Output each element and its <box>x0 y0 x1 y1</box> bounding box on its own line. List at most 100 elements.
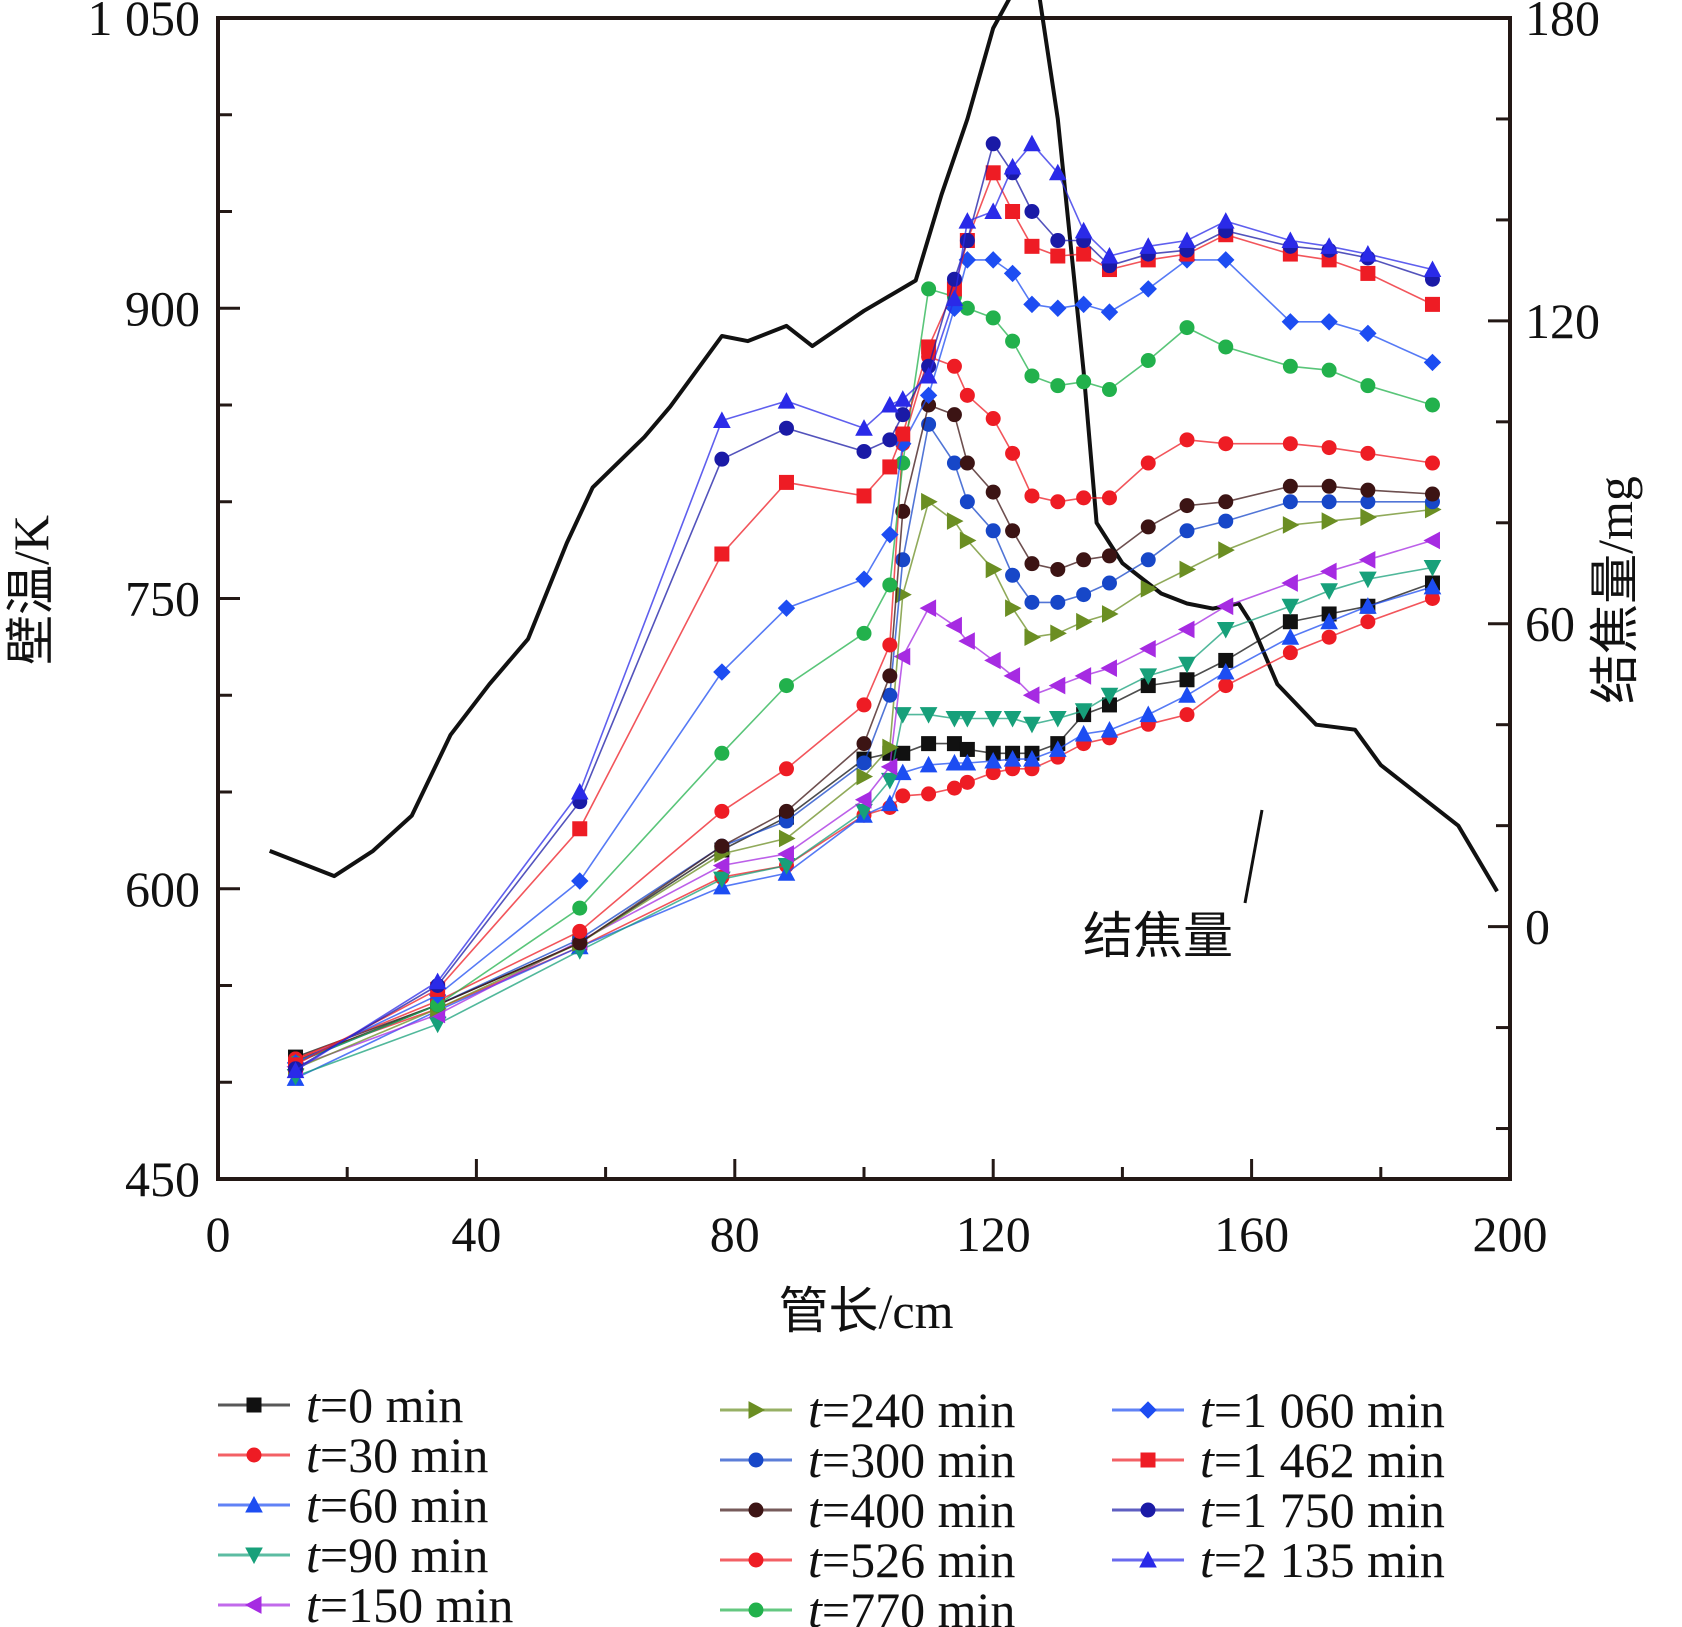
data-point <box>1179 523 1195 539</box>
data-point <box>893 763 912 781</box>
data-point <box>1140 352 1156 368</box>
data-point <box>1218 494 1234 510</box>
y-tick-label: 600 <box>125 861 200 917</box>
coking-annotation: 结焦量 <box>1083 908 1233 964</box>
data-point <box>1423 353 1442 372</box>
data-point <box>1048 710 1067 728</box>
data-point <box>571 872 589 890</box>
data-point <box>1074 703 1093 720</box>
data-point <box>1282 478 1298 494</box>
data-point <box>882 668 898 684</box>
legend-item: t=60 min <box>218 1477 488 1533</box>
data-point <box>1022 686 1040 705</box>
legend-item: t=90 min <box>218 1527 488 1583</box>
data-point <box>1048 740 1067 757</box>
data-point <box>1179 707 1195 723</box>
data-point <box>1282 358 1298 374</box>
y-tick-label: 900 <box>125 280 200 336</box>
data-point <box>1140 519 1156 535</box>
data-point <box>958 710 977 728</box>
data-point <box>712 856 730 875</box>
data-point <box>946 271 962 287</box>
data-point <box>245 1547 263 1565</box>
legend-label: t=90 min <box>306 1527 488 1583</box>
data-point <box>959 387 975 403</box>
legend-label: t=1 750 min <box>1200 1482 1445 1538</box>
series-line <box>295 403 1433 1062</box>
data-point <box>713 871 731 889</box>
data-point <box>895 426 911 442</box>
data-point <box>1218 541 1235 559</box>
data-point <box>958 212 977 229</box>
data-point <box>1003 710 1022 728</box>
data-point <box>1049 299 1067 317</box>
data-point <box>1360 265 1376 281</box>
data-point <box>245 1495 263 1513</box>
data-point <box>1320 583 1338 600</box>
data-point <box>1217 251 1235 269</box>
data-point <box>1076 374 1092 390</box>
data-point <box>985 310 1001 326</box>
data-point <box>1024 238 1040 254</box>
data-point <box>895 585 912 604</box>
legend-label: t=60 min <box>306 1477 488 1533</box>
data-point <box>1076 587 1092 603</box>
data-point <box>778 803 794 819</box>
data-point <box>778 474 794 490</box>
data-point <box>946 780 962 796</box>
data-point <box>1140 1452 1156 1468</box>
data-point <box>1216 621 1235 639</box>
data-point <box>1178 686 1196 703</box>
data-point <box>1100 659 1117 677</box>
data-point <box>985 136 1001 152</box>
data-point <box>855 570 873 588</box>
x-tick-label: 40 <box>451 1206 501 1262</box>
x-tick-label: 160 <box>1214 1206 1289 1262</box>
data-point <box>985 560 1003 579</box>
series-layer <box>286 134 1442 1086</box>
series-9 <box>288 281 1440 1071</box>
data-point <box>1024 556 1040 572</box>
data-point <box>1281 598 1300 616</box>
data-point <box>1423 560 1442 577</box>
data-point <box>1360 614 1376 630</box>
data-point <box>893 390 912 407</box>
data-point <box>1321 494 1337 510</box>
data-point <box>945 753 964 771</box>
data-point <box>713 663 731 681</box>
data-point <box>959 233 975 249</box>
legend-label: t=770 min <box>808 1582 1015 1627</box>
series-line <box>295 500 1433 1070</box>
data-point <box>921 492 938 511</box>
data-point <box>714 838 730 854</box>
data-point <box>1423 260 1442 278</box>
data-point <box>428 972 447 990</box>
data-point <box>1178 656 1196 674</box>
y2-tick-label: 120 <box>1525 293 1600 349</box>
data-point <box>984 651 1001 670</box>
data-point <box>1360 508 1377 527</box>
data-point <box>921 281 937 297</box>
legend-label: t=1 462 min <box>1200 1432 1445 1488</box>
data-point <box>1101 490 1117 506</box>
legend-label: t=240 min <box>808 1382 1015 1438</box>
data-point <box>895 788 911 804</box>
data-point <box>1360 378 1376 394</box>
series-line <box>295 142 1433 1072</box>
data-point <box>1005 567 1021 583</box>
data-point <box>748 1602 764 1618</box>
data-point <box>1023 716 1041 734</box>
data-point <box>919 386 938 405</box>
data-point <box>893 647 911 666</box>
coking-line <box>268 0 1499 893</box>
data-point <box>1177 620 1195 639</box>
data-point <box>1320 313 1338 331</box>
data-point <box>985 523 1001 539</box>
data-point <box>1179 672 1195 688</box>
data-point <box>1281 313 1300 331</box>
data-point <box>921 736 937 752</box>
data-point <box>881 772 899 790</box>
legend-label: t=30 min <box>306 1427 488 1483</box>
series-line <box>295 539 1433 1068</box>
